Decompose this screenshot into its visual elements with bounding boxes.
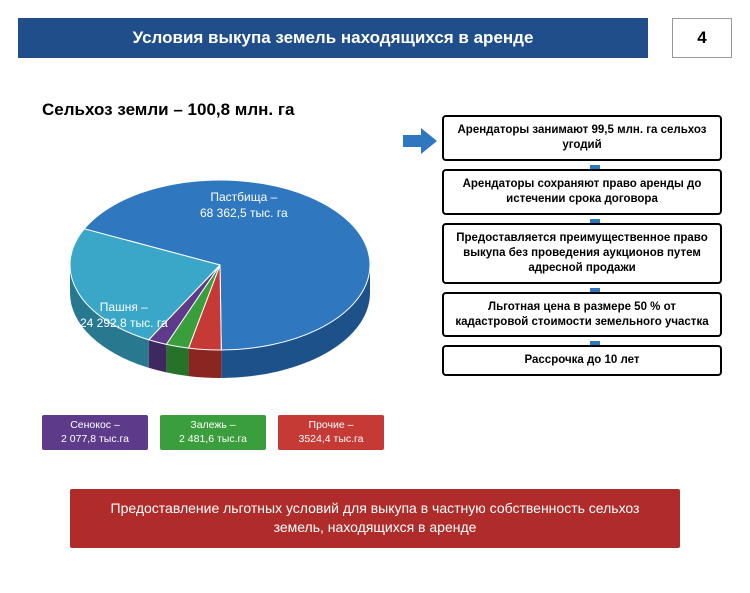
legend-item: Залежь – 2 481,6 тыс.га xyxy=(160,415,266,450)
footer-callout: Предоставление льготных условий для выку… xyxy=(70,489,680,548)
legend-row: Сенокос – 2 077,8 тыс.га Залежь – 2 481,6 т… xyxy=(42,415,384,450)
page-number-box: 4 xyxy=(672,18,732,58)
pie-label-line2: 24 292,8 тыс. га xyxy=(80,316,168,330)
pie-slice-label: Пашня – 24 292,8 тыс. га xyxy=(80,300,168,331)
arrow-right-icon xyxy=(403,128,437,154)
pie-svg xyxy=(30,130,410,410)
legend-line1: Сенокос – xyxy=(70,419,120,431)
entry-arrow-icon xyxy=(403,128,437,159)
legend-line1: Прочие – xyxy=(309,419,354,431)
flow-box: Рассрочка до 10 лет xyxy=(442,345,722,376)
legend-item: Сенокос – 2 077,8 тыс.га xyxy=(42,415,148,450)
legend-item: Прочие – 3524,4 тыс.га xyxy=(278,415,384,450)
pie-label-line1: Пастбища – xyxy=(210,190,277,204)
legend-line1: Залежь – xyxy=(190,419,235,431)
flow-box: Предоставляется преимущественное право в… xyxy=(442,223,722,284)
chart-subtitle: Сельхоз земли – 100,8 млн. га xyxy=(42,100,294,120)
page-number: 4 xyxy=(697,28,706,48)
pie-label-line2: 68 362,5 тыс. га xyxy=(200,206,288,220)
legend-line2: 2 077,8 тыс.га xyxy=(61,433,129,445)
page-title: Условия выкупа земель находящихся в арен… xyxy=(133,28,534,48)
flow-box: Арендаторы занимают 99,5 млн. га сельхоз… xyxy=(442,115,722,161)
flow-box: Льготная цена в размере 50 % от кадастро… xyxy=(442,292,722,338)
flow-box: Арендаторы сохраняют право аренды до ист… xyxy=(442,169,722,215)
pie-chart: Пастбища – 68 362,5 тыс. га Пашня – 24 292,… xyxy=(30,130,410,430)
footer-text: Предоставление льготных условий для выку… xyxy=(111,500,640,536)
legend-line2: 2 481,6 тыс.га xyxy=(179,433,247,445)
flow-column: Арендаторы занимают 99,5 млн. га сельхоз… xyxy=(442,115,722,376)
page-title-bar: Условия выкупа земель находящихся в арен… xyxy=(18,18,648,58)
pie-label-line1: Пашня – xyxy=(100,300,148,314)
pie-slice-label: Пастбища – 68 362,5 тыс. га xyxy=(200,190,288,221)
legend-line2: 3524,4 тыс.га xyxy=(299,433,364,445)
